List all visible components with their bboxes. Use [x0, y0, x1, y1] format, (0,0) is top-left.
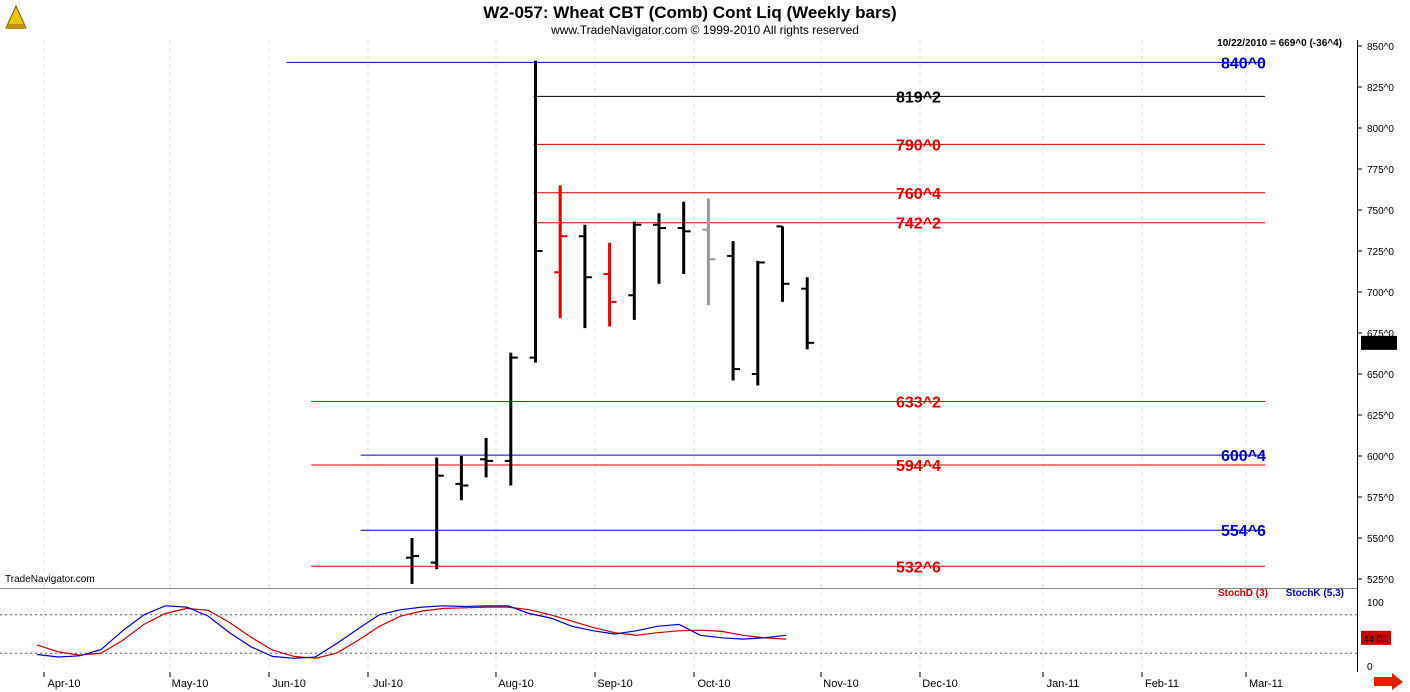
x-tick-label: Oct-10: [697, 678, 730, 690]
x-tick-label: Jul-10: [373, 678, 403, 690]
legend-stochd: StochD (3): [1218, 588, 1268, 599]
ohlc-bar: [603, 242, 617, 327]
level-label: 532^6: [896, 559, 941, 576]
x-tick-label: Apr-10: [47, 678, 80, 690]
x-tick-label: Sep-10: [597, 678, 632, 690]
x-tick-label: Mar-11: [1249, 678, 1283, 690]
ohlc-bar: [455, 456, 469, 501]
stoch-series-line: [36, 606, 787, 659]
y-tick-label: 700^0: [1367, 288, 1394, 299]
y-tick-label: 550^0: [1367, 534, 1394, 545]
level-label: 554^6: [1221, 523, 1266, 540]
level-label: 594^4: [896, 458, 941, 475]
ohlc-bar: [554, 185, 568, 319]
level-label: 840^0: [1221, 55, 1266, 72]
ohlc-bar: [430, 457, 444, 570]
y-tick-label: 600^0: [1367, 452, 1394, 463]
trade-navigator-logo-icon: [2, 4, 30, 31]
stoch-y-tick-label: 0: [1367, 662, 1373, 673]
y-tick-label: 675^0: [1367, 329, 1394, 340]
stoch-last-marker: [1361, 630, 1391, 645]
ohlc-bar: [776, 225, 790, 302]
scroll-right-arrow-icon[interactable]: [1374, 673, 1403, 690]
y-tick-label: 825^0: [1367, 83, 1394, 94]
level-label: 742^2: [896, 216, 941, 233]
ohlc-bar: [406, 538, 419, 584]
y-tick-label: 650^0: [1367, 370, 1394, 381]
ohlc-bar: [801, 277, 815, 350]
price-panel: 525^0 550^0 575^0 600^0 625^0 650^0 675^0 700^0…: [43, 40, 1397, 672]
watermark: TradeNavigator.com: [5, 574, 95, 585]
ohlc-bar: [504, 352, 518, 486]
x-tick-label: Nov-10: [823, 678, 858, 690]
x-tick-label: Jun-10: [272, 678, 306, 690]
level-label: 600^4: [1221, 448, 1266, 465]
x-axis: Apr-10 May-10 Jun-10 Jul-10 Aug-10 Sep-10 Oct-…: [43, 672, 1283, 690]
y-tick-label: 775^0: [1367, 165, 1394, 176]
x-tick-label: May-10: [172, 678, 209, 690]
legend-stochk: StochK (5,3): [1286, 588, 1344, 599]
ohlc-bar: [677, 201, 691, 274]
level-label: 790^0: [896, 137, 941, 154]
level-label: 633^2: [896, 394, 941, 411]
level-label: 760^4: [896, 186, 941, 203]
y-tick-label: 725^0: [1367, 247, 1394, 258]
ohlc-bar: [727, 241, 741, 381]
last-price-marker: [1361, 335, 1397, 350]
ohlc-bar: [702, 198, 716, 306]
last-price-label: 669^0: [1363, 339, 1390, 350]
ohlc-bar: [480, 437, 494, 478]
ohlc-bar: [578, 224, 592, 329]
y-tick-label: 575^0: [1367, 493, 1394, 504]
ohlc-bar: [751, 260, 765, 386]
x-tick-label: Dec-10: [922, 678, 957, 690]
y-tick-label: 625^0: [1367, 411, 1394, 422]
y-tick-label: 750^0: [1367, 206, 1394, 217]
ohlc-bar: [628, 221, 642, 320]
x-tick-label: Feb-11: [1145, 678, 1179, 690]
level-label: 819^2: [896, 89, 941, 106]
chart-subtitle: www.TradeNavigator.com © 1999-2010 All r…: [550, 23, 859, 37]
stoch-last-label: 44.01: [1363, 634, 1388, 645]
stoch-series-line: [36, 605, 787, 659]
stoch-y-tick-label: 100: [1367, 598, 1384, 609]
chart-title: W2-057: Wheat CBT (Comb) Cont Liq (Weekl…: [483, 3, 896, 22]
y-tick-label: 525^0: [1367, 575, 1394, 586]
ohlc-bar: [653, 213, 666, 284]
stochastic-panel: 100 0 44.01: [0, 598, 1391, 673]
x-tick-label: Jan-11: [1047, 678, 1080, 690]
y-tick-label: 800^0: [1367, 124, 1394, 135]
y-tick-label: 850^0: [1367, 42, 1394, 53]
last-bar-info: 10/22/2010 = 669^0 (-36^4): [1217, 38, 1342, 49]
x-tick-label: Aug-10: [498, 678, 533, 690]
ohlc-bar: [529, 60, 543, 363]
